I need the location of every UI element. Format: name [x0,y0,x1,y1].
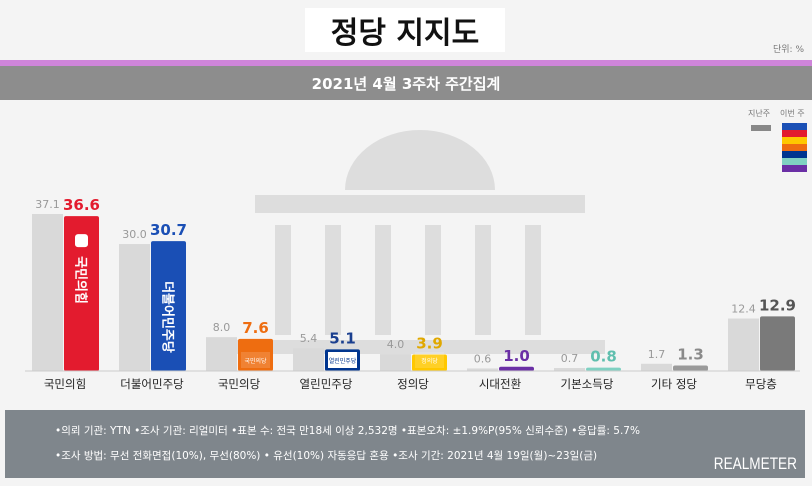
category-label: 더불어민주당 [120,377,184,391]
bar-prev [32,214,63,371]
party-logo: 열린민주당 [329,357,357,365]
data-label-prev: 0.6 [474,352,492,365]
legend-current-label: 이번 주 [780,109,805,118]
bar-prev [554,368,585,371]
data-label-prev: 4.0 [387,338,405,351]
data-label-current: 3.9 [416,334,443,352]
survey-info-line1: •의뢰 기관: YTN •조사 기관: 리얼미터 •표본 수: 전국 만18세 … [55,425,640,437]
legend-swatch [782,130,807,137]
bar-prev [467,368,498,371]
data-label-prev: 37.1 [35,198,60,211]
bar-current [673,365,708,371]
data-label-current: 30.7 [150,221,187,239]
party-logo: 국민의당 [244,357,267,365]
category-label: 기본소득당 [561,377,614,391]
party-logo-box [328,352,357,368]
bar-prev [641,363,672,371]
realmeter-logo: REALMETER [713,454,797,473]
legend-swatch [782,123,807,130]
unit-label: 단위: % [772,45,804,55]
bar-current [412,354,447,371]
data-label-current: 12.9 [759,296,796,314]
bar-prev [293,348,324,371]
data-label-prev: 30.0 [122,228,147,241]
data-label-current: 1.3 [677,345,704,363]
legend-swatch [782,144,807,151]
chart-subtitle: 2021년 4월 3주차 주간집계 [0,66,812,100]
data-label-current: 7.6 [242,319,269,337]
party-logo: 국민의힘 [73,256,89,304]
party-logo: 정의당 [421,357,438,365]
survey-info-line2: •조사 방법: 무선 전화면접(10%), 무선(80%) • 유선(10%) … [55,450,598,462]
bar-current [760,316,795,371]
bar-prev [119,244,150,371]
data-label-prev: 8.0 [213,321,231,334]
party-logo: 더불어민주당 [160,281,176,353]
bar-current [586,367,621,371]
bar-current [238,338,273,371]
legend-prev-label: 지난주 [748,109,771,118]
legend-prev-swatch [751,125,771,131]
legend-swatch [782,137,807,144]
bar-prev [206,337,237,371]
data-label-current: 5.1 [329,329,356,347]
legend-current-swatches [782,123,807,172]
category-label: 정의당 [397,377,429,391]
category-label: 국민의힘 [44,377,86,391]
data-label-prev: 12.4 [731,303,756,316]
data-label-prev: 5.4 [300,332,318,345]
bar-prev [380,354,411,371]
category-label: 시대전환 [479,377,522,391]
data-label-prev: 1.7 [648,348,666,361]
legend-swatch [782,165,807,172]
category-label: 기타 정당 [651,377,697,391]
survey-info-footer: •의뢰 기관: YTN •조사 기관: 리얼미터 •표본 수: 전국 만18세 … [5,410,805,478]
bar-current [499,366,534,371]
building-watermark-icon [235,130,605,354]
divider [0,60,812,66]
data-label-current: 36.6 [63,196,100,214]
bar-current [64,216,99,371]
legend-swatch [782,158,807,165]
data-label-prev: 0.7 [561,352,579,365]
bar-current [151,241,186,371]
data-label-current: 0.8 [590,348,617,366]
category-label: 국민의당 [218,377,261,391]
party-logo-box [415,352,444,368]
category-label: 열린민주당 [300,377,353,391]
party-logo-box [241,352,270,368]
chart-title: 정당 지지도 [305,8,505,52]
category-label: 무당층 [745,377,777,391]
bar-prev [728,318,759,371]
party-logo-icon [75,234,88,248]
data-label-current: 1.0 [503,347,530,365]
legend-swatch [782,151,807,158]
